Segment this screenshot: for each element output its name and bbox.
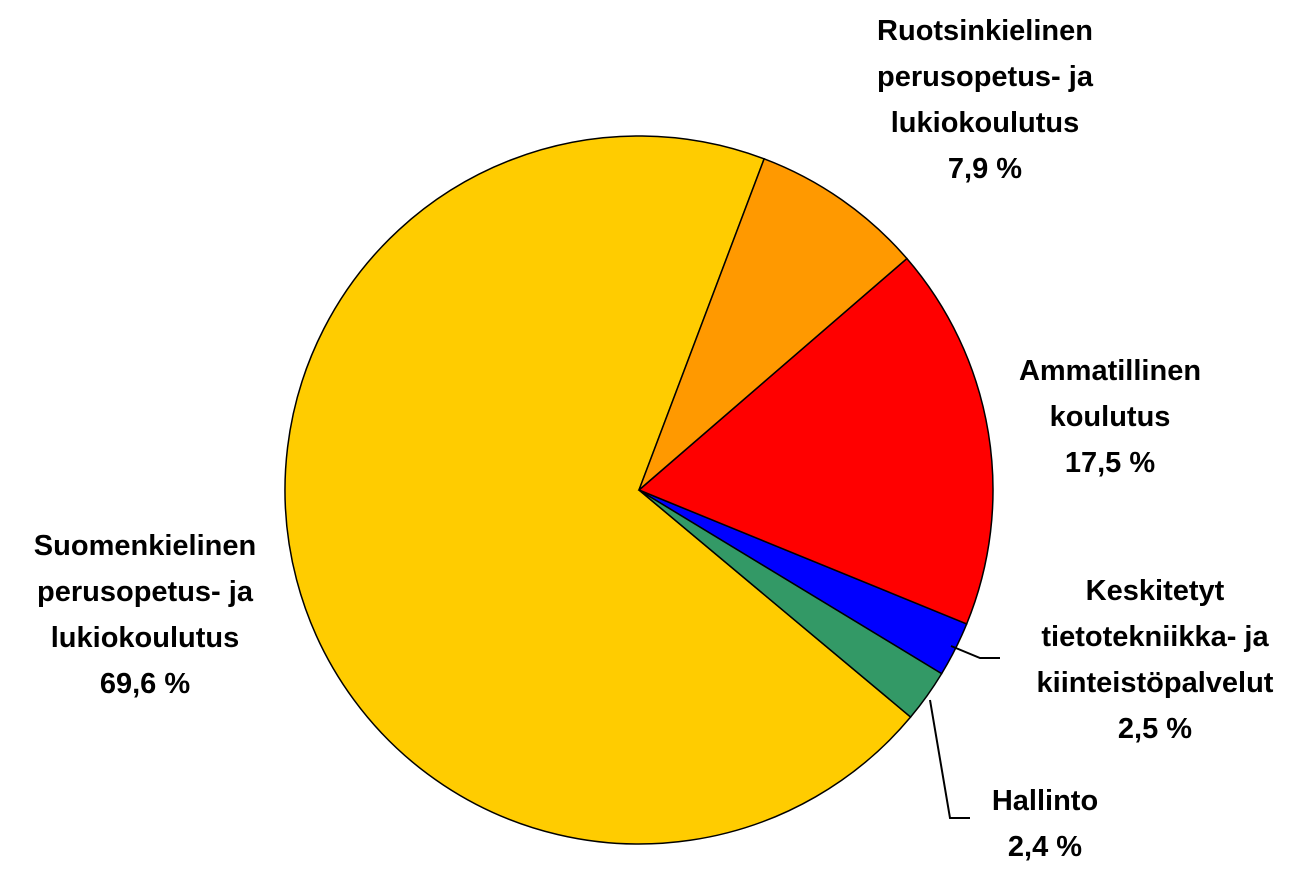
leader-line bbox=[929, 699, 970, 819]
leader-line bbox=[950, 645, 1000, 659]
value-label: 2,4 % bbox=[1007, 831, 1083, 863]
slice-label: Ruotsinkielinen perusopetus- ja lukiokou… bbox=[877, 15, 1093, 139]
value-label: 17,5 % bbox=[1064, 447, 1156, 479]
pie-slice bbox=[284, 135, 912, 845]
slice-label: Hallinto bbox=[991, 785, 1099, 817]
pie-slice bbox=[637, 257, 994, 625]
slice-label: Ammatillinen koulutus bbox=[1018, 355, 1202, 433]
value-label: 69,6 % bbox=[99, 668, 191, 700]
slice-label: Suomenkielinen perusopetus- ja lukiokoul… bbox=[33, 530, 257, 654]
value-label: 2,5 % bbox=[1117, 713, 1193, 745]
value-label: 7,9 % bbox=[947, 153, 1023, 185]
slice-label: Keskitetyt tietotekniikka- ja kiinteistö… bbox=[1036, 575, 1274, 699]
pie-slice bbox=[638, 157, 908, 491]
